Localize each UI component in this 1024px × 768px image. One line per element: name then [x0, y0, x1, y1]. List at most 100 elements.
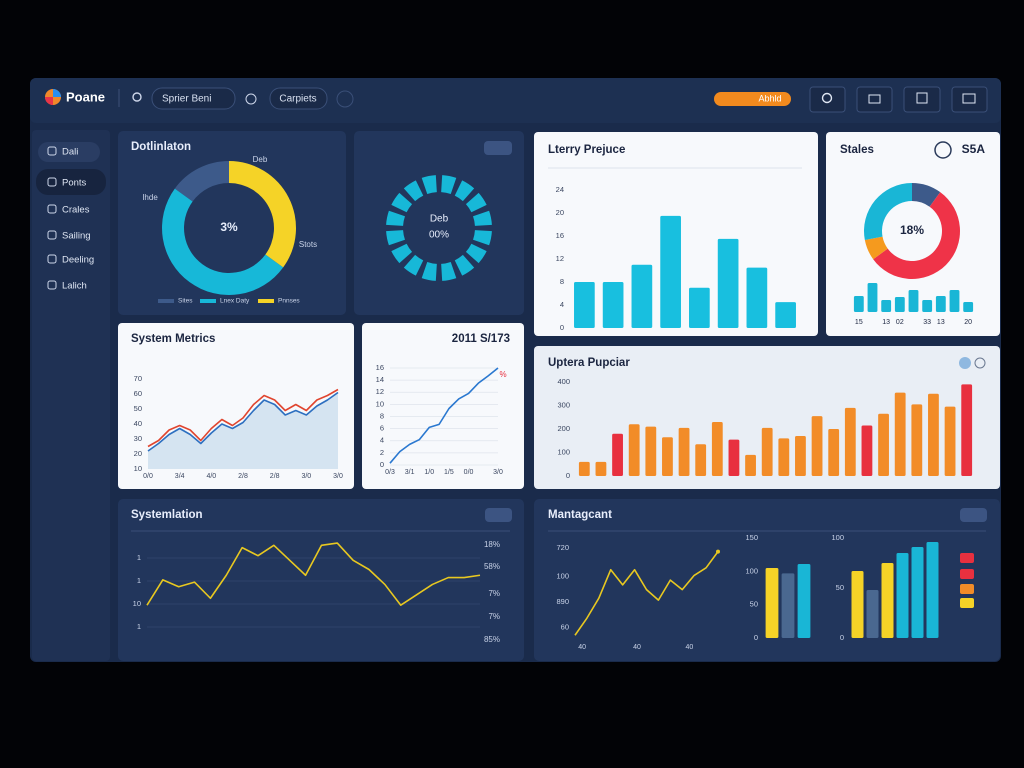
y-tick-label: 12	[376, 387, 384, 396]
x-tick-label: 1/5	[444, 469, 454, 476]
chart-title: System Metrics	[131, 333, 215, 345]
search-text: Sprier Beni	[162, 94, 211, 105]
ring-segment	[386, 210, 405, 226]
bar	[728, 439, 740, 476]
line	[389, 367, 499, 464]
center-label: 18%	[900, 223, 924, 237]
y-tick-label: 60	[561, 623, 569, 632]
header-bar	[30, 78, 1001, 123]
y-tick-label: 0	[380, 460, 384, 469]
end-dot	[716, 549, 720, 554]
y-tick-label: 10	[376, 399, 384, 408]
y-tick-label: 1	[137, 576, 141, 585]
bar	[911, 404, 923, 476]
y-tick-label: 720	[556, 543, 569, 552]
y-tick-label: 1	[137, 553, 141, 562]
nav-hover	[36, 169, 106, 195]
annotation: Deb	[253, 155, 268, 164]
y-tick-label: 6	[380, 424, 384, 433]
y-tick-label: 100	[831, 533, 844, 542]
nav-item[interactable]: Dali	[62, 147, 78, 158]
bar	[881, 563, 894, 638]
bar	[578, 461, 590, 476]
ring-segment	[391, 192, 413, 213]
y-tick-label: 0	[566, 471, 570, 480]
y-tick-label: 16	[376, 363, 384, 372]
bar	[928, 393, 939, 476]
chart-title: Dotlinlaton	[131, 141, 191, 153]
line	[147, 391, 339, 452]
bar	[602, 282, 624, 328]
y-tick-label: 890	[556, 597, 569, 606]
icon-button[interactable]	[951, 86, 988, 113]
panel	[354, 131, 524, 315]
bar	[678, 427, 690, 476]
annotation: 58%	[484, 562, 500, 571]
tab-text: Carpiets	[279, 94, 316, 105]
donut-segment	[864, 236, 888, 260]
icon[interactable]	[245, 93, 257, 105]
ring-segment	[441, 175, 457, 194]
y-tick-label: 4	[560, 300, 564, 309]
menu-badge[interactable]	[485, 508, 512, 522]
icon-button[interactable]	[809, 86, 846, 113]
icon-button[interactable]	[856, 86, 893, 113]
search-icon[interactable]	[132, 92, 142, 102]
nav-icon	[47, 204, 57, 214]
icon	[962, 93, 976, 104]
search-box[interactable]	[151, 87, 236, 110]
x-tick-label: 40	[578, 644, 586, 651]
bar	[896, 553, 909, 638]
y-tick-label: 40	[134, 419, 142, 428]
nav-item[interactable]: Ponts	[62, 178, 87, 189]
y-tick-label: 400	[557, 377, 570, 386]
logo-icon	[45, 97, 53, 105]
x-tick-label: 0/3	[385, 469, 395, 476]
bar	[595, 461, 607, 476]
ring-segment	[454, 254, 475, 276]
y-tick-label: 8	[560, 277, 564, 286]
bar	[878, 413, 889, 476]
icon	[916, 92, 928, 104]
logo-icon	[53, 89, 61, 97]
y-tick-label: 50	[750, 600, 758, 609]
nav-item[interactable]: Crales	[62, 205, 90, 216]
bar	[631, 264, 653, 328]
y-tick-label: 200	[557, 424, 570, 433]
icon-button[interactable]	[903, 86, 941, 113]
ring-segment	[454, 180, 475, 202]
legend-label: Sites	[178, 298, 193, 305]
menu-badge[interactable]	[484, 141, 512, 155]
y-tick-label: 10	[134, 464, 142, 473]
bar	[961, 384, 973, 476]
icon	[974, 357, 986, 369]
chart-title: Lterry Prejuce	[548, 144, 625, 156]
y-tick-label: 0	[754, 633, 758, 642]
y-tick-label: 100	[556, 571, 569, 580]
bar	[851, 571, 864, 638]
nav-item[interactable]: Sailing	[62, 231, 91, 242]
annotation: 7%	[488, 589, 500, 598]
bar	[781, 573, 795, 638]
bar	[861, 425, 873, 476]
nav-icon	[47, 146, 57, 156]
ring-segment	[403, 180, 424, 202]
nav-item[interactable]: Deeling	[62, 255, 94, 266]
bar	[689, 287, 710, 328]
ring-segment	[391, 243, 413, 264]
bar	[894, 392, 906, 476]
bar	[645, 426, 657, 476]
action-button[interactable]	[714, 92, 791, 106]
x-tick-label: 13	[937, 319, 945, 326]
bar	[765, 568, 779, 638]
icon-button[interactable]	[336, 90, 354, 108]
chart-subtitle: S5A	[962, 142, 986, 156]
tab[interactable]	[269, 87, 328, 110]
nav-item[interactable]: Lalich	[62, 281, 87, 292]
bar	[612, 433, 623, 476]
y-tick-label: 50	[836, 583, 844, 592]
search-icon	[821, 92, 833, 104]
bar	[881, 300, 892, 312]
menu-badge[interactable]	[960, 508, 987, 522]
